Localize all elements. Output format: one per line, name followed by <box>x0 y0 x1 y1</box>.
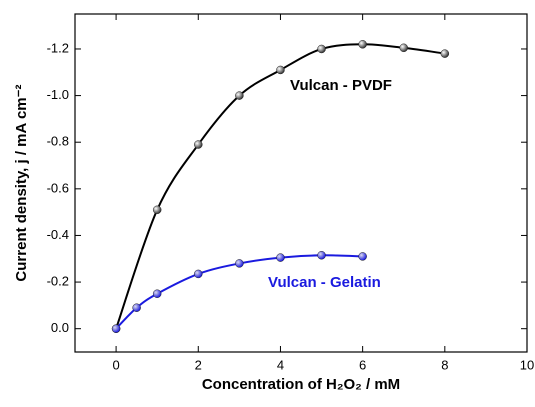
data-point <box>235 259 244 268</box>
x-tick-label: 4 <box>277 357 284 372</box>
data-point <box>152 289 162 298</box>
x-tick-label: 2 <box>195 357 202 372</box>
data-point <box>440 49 450 58</box>
y-tick-label: -0.4 <box>47 227 69 242</box>
x-tick-label: 8 <box>441 357 448 372</box>
y-tick-label: -0.8 <box>47 134 69 149</box>
data-point <box>358 252 367 261</box>
y-tick-label: -0.6 <box>47 180 69 195</box>
y-tick-label: -1.2 <box>47 40 69 55</box>
data-point <box>276 253 285 262</box>
plot-frame <box>74 13 528 353</box>
y-tick-label: -0.2 <box>47 274 69 289</box>
x-tick-label: 0 <box>112 357 119 372</box>
data-point <box>194 140 203 149</box>
x-tick-label: 6 <box>359 357 366 372</box>
series-label: Vulcan - Gelatin <box>268 274 381 291</box>
y-tick-label: 0.0 <box>51 320 69 335</box>
data-point <box>399 43 408 53</box>
x-axis-label: Concentration of H₂O₂ / mM <box>202 376 400 393</box>
series-label: Vulcan - PVDF <box>290 77 392 94</box>
data-point <box>152 205 162 215</box>
data-point <box>111 324 121 333</box>
y-axis-label: Current density, j / mA cm⁻² <box>13 84 30 281</box>
data-point <box>276 65 285 75</box>
data-point <box>317 44 326 54</box>
data-point <box>317 251 326 260</box>
data-point <box>132 303 141 312</box>
data-point <box>358 40 367 49</box>
y-tick-label: -1.0 <box>47 87 69 102</box>
data-point <box>235 91 244 100</box>
x-tick-label: 10 <box>520 357 534 372</box>
data-point <box>194 269 203 279</box>
